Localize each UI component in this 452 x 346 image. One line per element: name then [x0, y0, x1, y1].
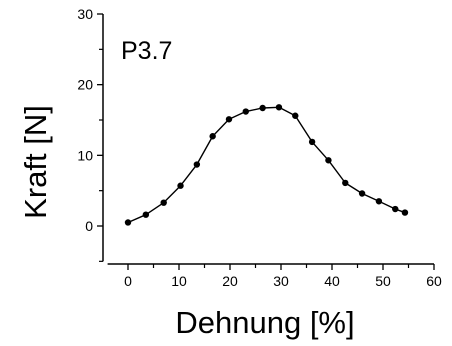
panel-label: P3.7: [121, 37, 172, 65]
data-point: [392, 205, 399, 213]
series-line: [127, 106, 406, 224]
x-tick-label: 60: [426, 273, 442, 289]
series: [124, 104, 409, 226]
y-tick-label: 30: [77, 6, 93, 22]
data-point: [193, 161, 201, 168]
data-point: [325, 157, 332, 164]
x-tick-label: 40: [324, 273, 340, 289]
data-point: [292, 112, 299, 119]
ticks: 0 10 20 30 0 10 20 30 40 50 60: [77, 6, 442, 289]
data-point: [358, 190, 366, 197]
x-axis-title: Dehnung [%]: [175, 305, 354, 340]
axes: [102, 14, 434, 265]
data-point: [142, 211, 150, 218]
data-point: [259, 104, 266, 112]
data-point: [308, 138, 316, 146]
x-tick-label: 50: [375, 273, 391, 289]
data-point: [124, 219, 132, 226]
x-tick-label: 10: [171, 273, 187, 289]
data-point: [275, 104, 283, 111]
x-tick-label: 30: [273, 273, 289, 289]
labels: P3.7 Dehnung [%] Kraft [N]: [18, 37, 355, 340]
y-tick-label: 0: [85, 218, 93, 234]
data-point: [225, 116, 233, 123]
x-tick-label: 20: [222, 273, 238, 289]
x-tick-label: 0: [124, 273, 132, 289]
data-point: [375, 198, 383, 205]
y-axis-title: Kraft [N]: [18, 105, 53, 219]
data-point: [209, 133, 216, 140]
data-point: [342, 179, 349, 187]
data-point: [401, 209, 409, 216]
data-point: [160, 199, 167, 206]
y-tick-label: 20: [77, 77, 93, 93]
y-tick-label: 10: [77, 147, 93, 163]
data-point: [177, 182, 184, 189]
data-point: [242, 108, 250, 115]
